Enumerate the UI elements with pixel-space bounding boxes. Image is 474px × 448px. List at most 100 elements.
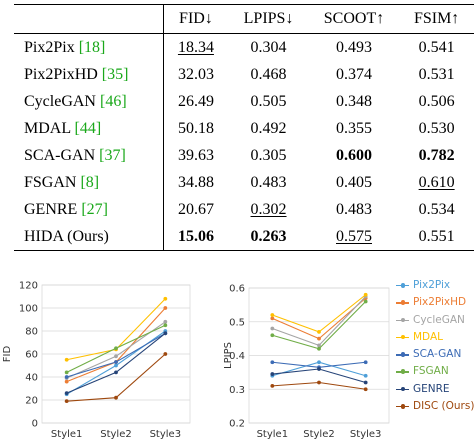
x-tick-label: Style1	[51, 429, 82, 440]
legend-swatch	[396, 316, 409, 324]
metric-value: 0.506	[418, 92, 455, 110]
series-line	[272, 368, 366, 384]
y-tick-label: 80	[25, 327, 38, 338]
metric-cell: 34.88	[163, 169, 228, 196]
legend-label: Pix2PixHD	[413, 296, 467, 309]
citation-link[interactable]: [18]	[78, 38, 106, 56]
metric-value: 39.63	[177, 146, 214, 164]
legend-swatch	[396, 334, 409, 341]
metric-value: 0.305	[250, 146, 287, 164]
metric-cell: 0.305	[228, 142, 308, 169]
metric-value: 0.782	[418, 146, 455, 164]
data-point	[64, 379, 69, 384]
legend-swatch	[396, 403, 409, 410]
method-cell: Pix2Pix [18]	[14, 33, 164, 61]
y-tick-label: 100	[19, 304, 38, 315]
header-fsim: FSIM↑	[399, 4, 474, 34]
method-name: CycleGAN	[24, 92, 96, 110]
citation-link[interactable]: [35]	[101, 65, 129, 83]
header-method	[14, 4, 164, 34]
table-row: CycleGAN [46] 26.49 0.505 0.348 0.506	[14, 88, 474, 115]
metric-cell: 15.06	[163, 223, 229, 251]
metric-value: 0.483	[250, 173, 287, 191]
data-point	[363, 292, 368, 297]
metric-value: 26.49	[177, 92, 214, 110]
metric-cell: 0.782	[399, 142, 474, 169]
y-tick-label: 40	[25, 373, 38, 384]
metric-value: 0.610	[418, 173, 455, 191]
lpips-chart-svg: 0.2 0.3 0.4 0.5 0.6 Style1 Style2 Style3 LPIPS	[223, 284, 390, 440]
metric-value: 0.534	[418, 200, 455, 218]
legend-item: MDAL	[396, 329, 474, 346]
metric-cell: 0.468	[228, 61, 308, 88]
table-row: MDAL [44] 50.18 0.492 0.355 0.530	[14, 115, 474, 142]
legend-swatch	[396, 282, 409, 289]
data-point	[363, 373, 368, 378]
metric-value: 0.531	[418, 65, 455, 83]
metric-cell: 0.505	[228, 88, 308, 115]
metric-value: 0.304	[250, 38, 287, 56]
data-point	[64, 357, 69, 362]
metric-value: 0.302	[250, 200, 287, 218]
data-point	[64, 375, 69, 379]
legend-swatch	[396, 351, 409, 358]
data-point	[317, 343, 321, 348]
legend-item: SCA-GAN	[396, 346, 474, 363]
header-scoot: SCOOT↑	[308, 4, 400, 34]
series-line	[272, 301, 367, 350]
citation-link[interactable]: [37]	[99, 146, 126, 164]
metric-cell: 0.506	[399, 88, 474, 115]
metric-cell: 20.67	[163, 196, 228, 223]
metric-cell: 0.374	[309, 61, 400, 88]
metric-value: 50.18	[177, 119, 214, 137]
series-line	[272, 294, 367, 333]
citation-link[interactable]: [27]	[81, 200, 108, 218]
y-tick-label: 60	[25, 350, 38, 361]
y-tick-label: 0.5	[229, 317, 245, 328]
legend-item: CycleGAN	[396, 312, 474, 329]
x-tick-label: Style3	[350, 429, 381, 440]
citation-link[interactable]: [8]	[80, 173, 100, 191]
data-point	[363, 360, 368, 365]
citation-link[interactable]: [46]	[99, 92, 127, 110]
legend-label: Pix2Pix	[413, 279, 451, 291]
data-point	[163, 323, 168, 328]
metric-value: 32.03	[177, 65, 214, 83]
metric-cell: 0.492	[228, 115, 308, 142]
method-cell: Pix2PixHD [35]	[14, 61, 164, 88]
legend-swatch	[396, 299, 409, 306]
table-body: Pix2Pix [18] 18.34 0.304 0.493 0.541 Pix2PixH…	[14, 33, 474, 251]
data-point	[163, 319, 168, 324]
y-tick-label: 120	[19, 281, 38, 292]
table-header-row: FID↓ LPIPS↓ SCOOT↑ FSIM↑	[14, 4, 474, 34]
legend-item: Pix2PixHD	[396, 294, 474, 311]
metric-value: 0.468	[250, 65, 287, 83]
header-fid: FID↓	[163, 4, 229, 34]
results-table: FID↓ LPIPS↓ SCOOT↑ FSIM↑ Pix2Pix [18] 18.…	[14, 4, 474, 251]
legend-label: SCA-GAN	[413, 348, 462, 361]
data-point	[317, 346, 321, 351]
data-point	[270, 383, 275, 388]
metric-cell: 0.483	[309, 196, 400, 223]
metric-value: 20.67	[177, 200, 214, 218]
metric-cell: 0.302	[228, 196, 308, 223]
legend-label: CycleGAN	[413, 313, 465, 326]
table-row: GENRE [27] 20.67 0.302 0.483 0.534	[14, 196, 474, 223]
metric-cell: 0.551	[399, 223, 474, 251]
metric-cell: 50.18	[163, 115, 228, 142]
method-cell: HIDA (Ours)	[14, 223, 164, 251]
data-point	[270, 316, 275, 321]
data-point	[64, 391, 69, 395]
x-tick-label: Style2	[303, 429, 334, 440]
citation-link[interactable]: [44]	[74, 119, 102, 137]
table-row: Pix2Pix [18] 18.34 0.304 0.493 0.541	[14, 33, 474, 62]
metric-value: 0.505	[250, 92, 287, 110]
x-tick-label: Style1	[257, 429, 288, 440]
table-row: Pix2PixHD [35] 32.03 0.468 0.374 0.531	[14, 61, 474, 88]
data-point	[317, 360, 321, 365]
table-row: FSGAN [8] 34.88 0.483 0.405 0.610	[14, 169, 474, 196]
data-point	[270, 326, 275, 331]
method-cell: GENRE [27]	[14, 196, 164, 223]
method-name: Pix2PixHD	[24, 65, 98, 83]
metric-cell: 0.304	[228, 34, 308, 62]
